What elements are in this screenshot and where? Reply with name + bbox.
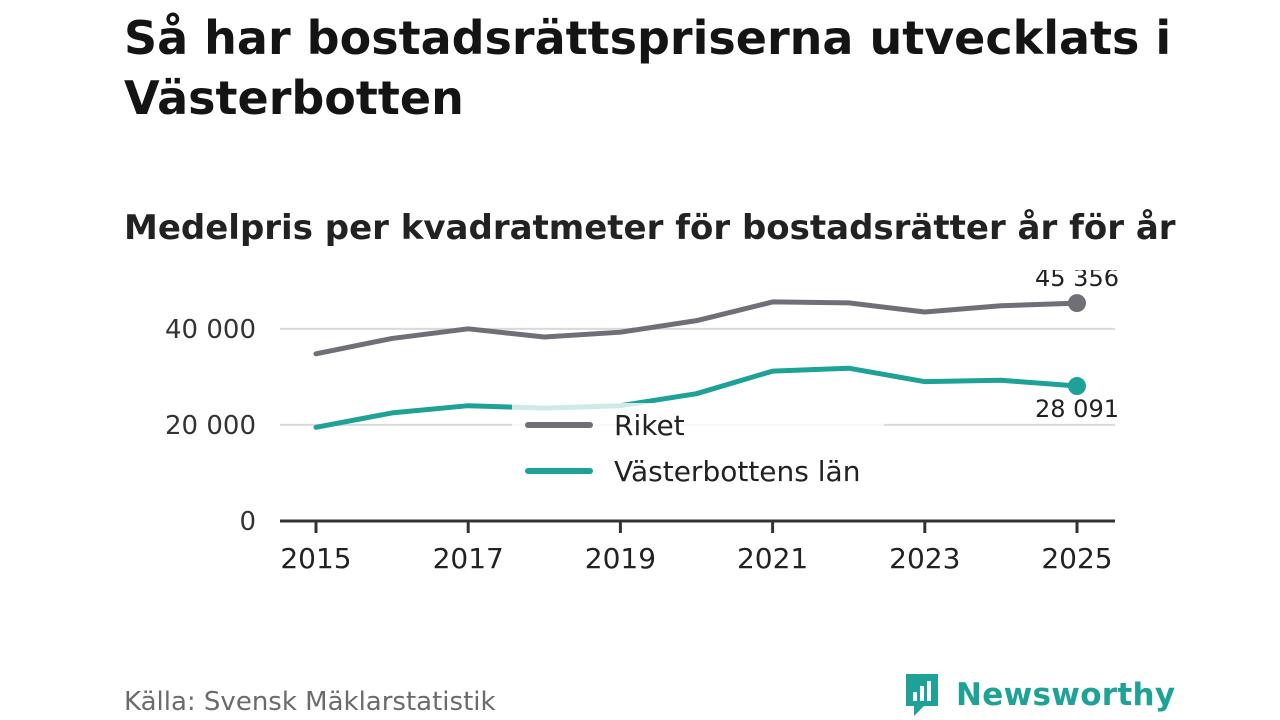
y-tick-label: 0 xyxy=(239,507,256,537)
chart-subtitle: Medelpris per kvadratmeter för bostadsrä… xyxy=(124,208,1176,248)
x-tick-label: 2015 xyxy=(280,542,351,575)
legend-label: Västerbottens län xyxy=(614,455,860,488)
brand-logo[interactable]: Newsworthy xyxy=(902,670,1175,720)
legend: Riket Västerbottens län xyxy=(512,403,884,497)
y-axis-ticks: 0 20 000 40 000 xyxy=(165,315,256,537)
end-value-label: 45 356 xyxy=(1035,270,1119,292)
x-axis: 2015 2017 2019 2021 2023 2025 xyxy=(280,519,1115,575)
y-tick-label: 40 000 xyxy=(165,315,256,345)
x-tick-label: 2021 xyxy=(737,542,808,575)
end-value-label: 28 091 xyxy=(1035,395,1119,423)
source-note: Källa: Svensk Mäklarstatistik xyxy=(124,687,496,717)
end-labels: 45 356 28 091 xyxy=(1035,270,1119,423)
legend-background xyxy=(512,403,884,497)
newsworthy-logo-icon xyxy=(906,674,938,716)
series-line-0 xyxy=(313,299,1080,357)
x-tick-label: 2023 xyxy=(889,542,960,575)
x-tick-label: 2017 xyxy=(433,542,504,575)
series-layer xyxy=(313,294,1086,430)
brand-name: Newsworthy xyxy=(956,677,1176,713)
chart-title: Så har bostadsrättspriserna utvecklats i… xyxy=(124,11,1172,125)
series-end-dot-0 xyxy=(1068,294,1086,313)
legend-label: Riket xyxy=(614,409,685,442)
series-line-1 xyxy=(313,365,1080,430)
y-tick-label: 20 000 xyxy=(165,411,256,441)
series-end-dot-1 xyxy=(1068,377,1086,396)
line-chart: 0 20 000 40 000 Riket Västerbottens län 201… xyxy=(165,270,1119,575)
x-tick-label: 2025 xyxy=(1041,542,1112,575)
x-tick-label: 2019 xyxy=(585,542,656,575)
